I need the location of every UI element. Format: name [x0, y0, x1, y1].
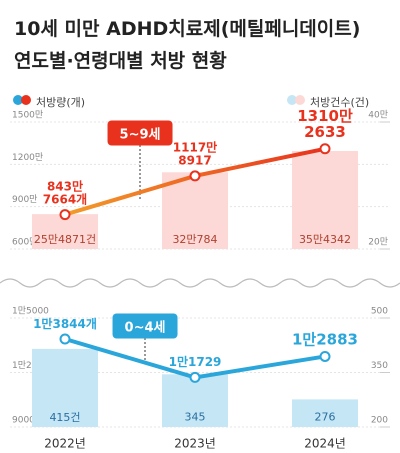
- legend-dot: [295, 95, 305, 105]
- bar: [32, 348, 98, 427]
- x-tick-label: 2023년: [174, 437, 216, 451]
- y-tick-label: 1만2000: [12, 360, 49, 371]
- y-tick-label: 9000: [12, 416, 35, 426]
- bar: [162, 374, 228, 427]
- subtitle: 연도별·연령대별 처방 현황: [14, 50, 227, 72]
- legend-dot: [287, 95, 297, 105]
- age-tag: 5~9세: [107, 120, 173, 146]
- y2-tick-label: 350: [371, 361, 388, 371]
- bar-label: 35만4342: [298, 233, 352, 246]
- point-label: 1만1729: [168, 355, 222, 370]
- y-tick-label: 1500만: [12, 110, 43, 121]
- y2-tick-label: 20만: [368, 237, 388, 248]
- y-tick-label: 600만: [12, 237, 37, 248]
- x-tick-label: 2024년: [304, 437, 346, 451]
- point: [189, 371, 201, 383]
- point-label: 1만2883: [292, 330, 358, 349]
- bar-label: 25만4871건: [33, 233, 97, 246]
- point: [319, 350, 331, 362]
- age-tag: 0~4세: [112, 313, 178, 339]
- divider: [0, 278, 400, 288]
- bar-label: 32만784: [172, 233, 218, 246]
- x-tick-label: 2022년: [44, 437, 86, 451]
- legend-dot: [13, 95, 23, 105]
- y-tick-label: 1200만: [12, 152, 43, 163]
- y2-tick-label: 200: [371, 416, 388, 426]
- point: [189, 170, 201, 182]
- point-label: 843만 7664개: [42, 179, 88, 207]
- bar-label: 276: [314, 410, 336, 424]
- point-label: 1310만 2633: [297, 106, 353, 142]
- y-tick-label: 1만5000: [12, 306, 49, 317]
- point-label: 1만3844개: [33, 316, 97, 331]
- point-label: 1117만 8917: [172, 140, 218, 168]
- point: [59, 333, 71, 345]
- bar-label: 415건: [49, 411, 81, 424]
- bar: [162, 172, 228, 249]
- bar: [292, 399, 358, 427]
- point: [59, 209, 71, 221]
- legend-label: 처방건수(건): [310, 96, 370, 109]
- bar: [292, 150, 358, 249]
- title: 10세 미만 ADHD치료제(메틸페니데이트): [14, 18, 361, 40]
- legend-dot: [21, 95, 31, 105]
- y2-tick-label: 40만: [368, 110, 388, 121]
- y2-tick-label: 500: [371, 307, 388, 317]
- point: [319, 143, 331, 155]
- bar-label: 345: [184, 410, 206, 424]
- y-tick-label: 900만: [12, 194, 37, 205]
- legend-label: 처방량(개): [36, 96, 86, 109]
